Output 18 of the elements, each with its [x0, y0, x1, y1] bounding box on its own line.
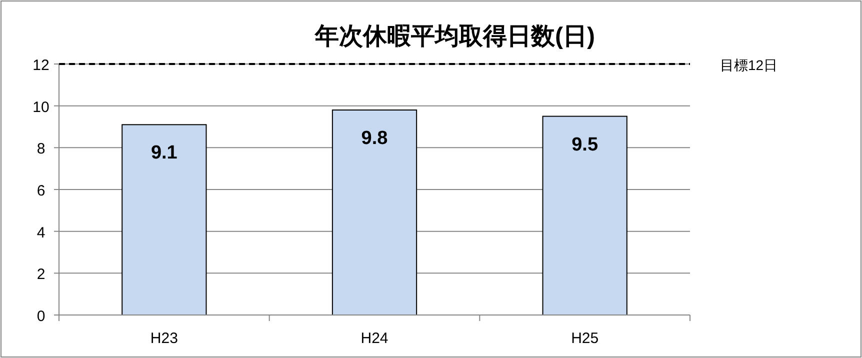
- x-tick-label: H23: [150, 330, 178, 347]
- bar: [122, 124, 207, 316]
- y-tick-label: 2: [36, 266, 46, 284]
- y-tick-label: 6: [36, 182, 46, 200]
- data-label: 9.8: [361, 128, 388, 150]
- y-tick-label: 8: [36, 140, 46, 158]
- y-tick-label: 10: [32, 98, 50, 116]
- x-tick-label: H25: [571, 330, 599, 347]
- bar: [542, 116, 628, 316]
- y-tick-label: 12: [32, 57, 50, 74]
- data-label: 9.5: [572, 134, 598, 156]
- chart-title: 年次休暇平均取得日数(日): [314, 23, 595, 50]
- x-tick-label: H24: [360, 330, 388, 347]
- bar: [332, 110, 418, 316]
- y-tick-label: 4: [36, 224, 46, 242]
- data-label: 9.1: [150, 142, 178, 164]
- y-tick-label: 0: [36, 308, 46, 325]
- ref-line-label: 目標12日: [720, 57, 778, 73]
